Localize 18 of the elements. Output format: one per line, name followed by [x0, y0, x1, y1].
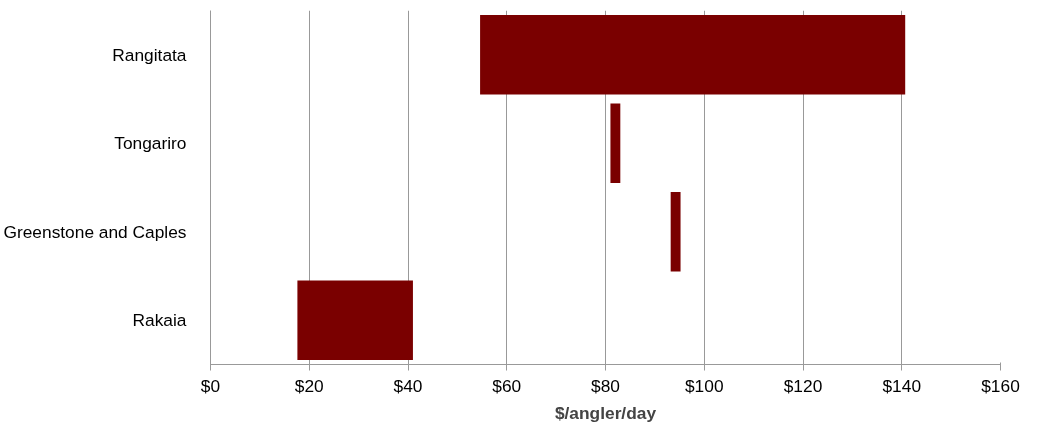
bar — [610, 103, 621, 184]
x-tick-label: $140 — [882, 375, 922, 396]
bar — [670, 191, 681, 272]
y-tick-label: Rangitata — [112, 44, 187, 65]
x-tick-label: $0 — [200, 375, 221, 396]
x-tick-label: $80 — [591, 375, 620, 396]
x-tick-label: $60 — [492, 375, 522, 396]
x-tick-label: $40 — [393, 375, 423, 396]
x-axis-title: $/angler/day — [554, 402, 657, 423]
x-tick-label: $160 — [981, 375, 1020, 396]
y-tick-label: Rakaia — [132, 310, 187, 331]
x-tick-label: $120 — [783, 375, 823, 396]
y-tick-label: Greenstone and Caples — [3, 221, 187, 242]
x-tick-label: $100 — [684, 375, 724, 396]
bar — [297, 280, 413, 361]
y-tick-label: Tongariro — [114, 133, 187, 154]
x-tick-label: $20 — [294, 375, 324, 396]
bar — [480, 14, 906, 95]
